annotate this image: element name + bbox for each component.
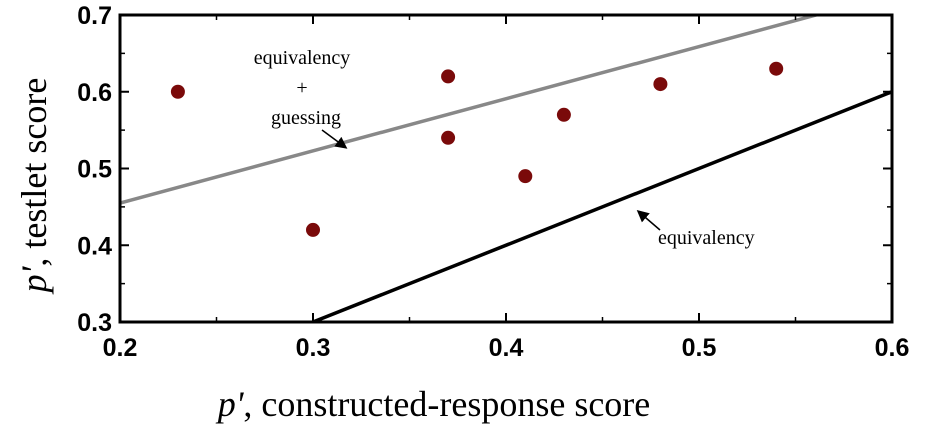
data-point [306,222,320,237]
y-axis-label-rest: , testlet score [14,78,54,267]
equivalency-guessing-line [120,15,823,205]
annotation-guessing-arrow [321,129,348,149]
y-tick-label: 0.4 [77,232,112,260]
y-tick-label: 0.5 [77,156,112,184]
annotation-guessing-line1: equivalency [254,47,351,69]
y-axis-label: p', testlet score [14,78,54,296]
data-point [441,69,456,84]
x-axis-label-prefix: p' [215,384,245,424]
data-point [518,169,533,184]
x-tick-label: 0.6 [875,334,910,362]
x-tick-label: 0.5 [682,334,717,362]
plot-frame [118,13,894,324]
data-point [556,107,571,122]
annotation-equivalency: equivalency [658,227,755,249]
x-tick-label: 0.4 [489,334,524,362]
x-tick-label: 0.3 [296,334,331,362]
data-point [653,77,668,92]
data-point [769,61,784,76]
y-tick-label: 0.7 [77,2,112,30]
annotation-guessing-plus: + [296,77,307,99]
x-axis-label: p', constructed-response score [215,384,651,424]
y-tick-label: 0.3 [77,309,112,337]
data-point [441,130,456,145]
y-axis-label-prefix: p' [14,265,54,295]
equivalency-line [312,90,892,322]
y-tick-label: 0.6 [77,79,112,107]
x-axis-label-rest: , constructed-response score [243,384,650,424]
annotation-equivalency-arrow [636,210,661,231]
data-point [170,84,185,99]
x-tick-label: 0.2 [103,334,138,362]
annotation-guessing-line3: guessing [271,107,341,129]
